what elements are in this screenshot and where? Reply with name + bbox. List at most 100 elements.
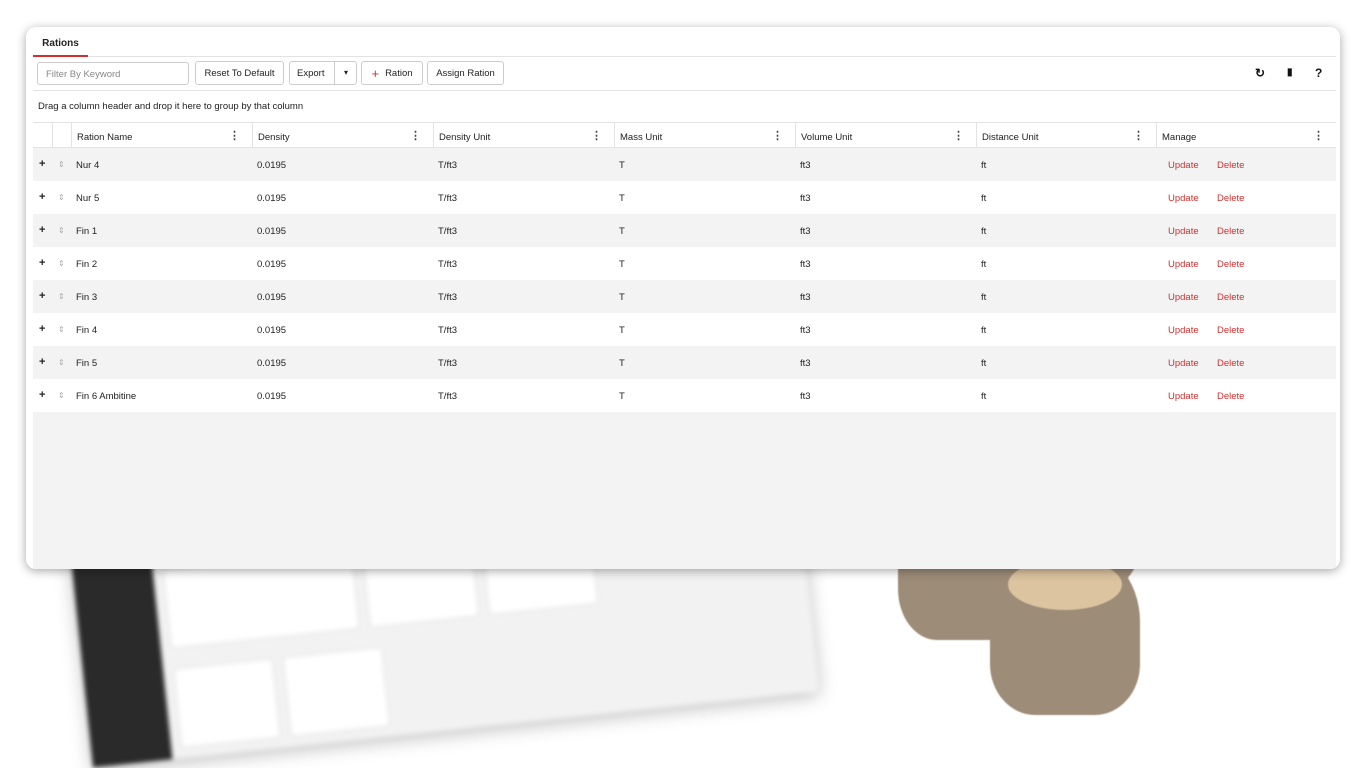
expand-row-icon[interactable]: + bbox=[39, 389, 46, 401]
column-header-manage[interactable]: Manage ⋮ bbox=[1156, 123, 1336, 148]
update-link[interactable]: Update bbox=[1168, 226, 1199, 237]
expand-row-icon[interactable]: + bbox=[39, 290, 46, 302]
column-menu-icon[interactable]: ⋮ bbox=[229, 130, 240, 142]
column-header-ration-name[interactable]: Ration Name ⋮ bbox=[71, 123, 252, 148]
cell-density-unit: T/ft3 bbox=[438, 259, 458, 270]
cell-mass-unit: T bbox=[619, 193, 625, 204]
drag-handle-icon[interactable]: ⇕ bbox=[58, 292, 65, 301]
cell-volume-unit: ft3 bbox=[800, 226, 811, 237]
cell-density: 0.0195 bbox=[257, 292, 287, 303]
update-link[interactable]: Update bbox=[1168, 358, 1199, 369]
drag-handle-icon[interactable]: ⇕ bbox=[58, 193, 65, 202]
cell-distance-unit: ft bbox=[981, 259, 987, 270]
cell-distance-unit: ft bbox=[981, 193, 987, 204]
cell-density: 0.0195 bbox=[257, 325, 287, 336]
cell-density: 0.0195 bbox=[257, 259, 287, 270]
help-icon[interactable]: ? bbox=[1315, 66, 1323, 80]
expand-row-icon[interactable]: + bbox=[39, 191, 46, 203]
column-menu-icon[interactable]: ⋮ bbox=[953, 130, 964, 142]
cell-density: 0.0195 bbox=[257, 391, 287, 402]
cell-density: 0.0195 bbox=[257, 193, 287, 204]
drag-handle-icon[interactable]: ⇕ bbox=[58, 259, 65, 268]
cell-volume-unit: ft3 bbox=[800, 259, 811, 270]
delete-link[interactable]: Delete bbox=[1217, 292, 1245, 303]
tab-rations[interactable]: Rations bbox=[33, 27, 88, 57]
cell-volume-unit: ft3 bbox=[800, 325, 811, 336]
drag-handle-icon[interactable]: ⇕ bbox=[58, 325, 65, 334]
column-menu-icon[interactable]: ⋮ bbox=[772, 130, 783, 142]
cell-ration-name: Fin 6 Ambitine bbox=[76, 391, 137, 402]
cell-density-unit: T/ft3 bbox=[438, 391, 458, 402]
column-header-distance-unit[interactable]: Distance Unit ⋮ bbox=[976, 123, 1156, 148]
update-link[interactable]: Update bbox=[1168, 325, 1199, 336]
column-header-label: Density Unit bbox=[439, 132, 491, 143]
cell-volume-unit: ft3 bbox=[800, 193, 811, 204]
cell-ration-name: Nur 4 bbox=[76, 160, 100, 171]
export-label: Export bbox=[297, 67, 325, 79]
cell-density-unit: T/ft3 bbox=[438, 193, 458, 204]
column-header-label: Mass Unit bbox=[620, 132, 663, 143]
column-header-volume-unit[interactable]: Volume Unit ⋮ bbox=[795, 123, 976, 148]
cell-volume-unit: ft3 bbox=[800, 358, 811, 369]
filter-input[interactable]: Filter By Keyword bbox=[37, 62, 189, 85]
column-header-label: Density bbox=[258, 132, 290, 143]
delete-link[interactable]: Delete bbox=[1217, 358, 1245, 369]
column-menu-icon[interactable]: ⋮ bbox=[591, 130, 602, 142]
cell-density-unit: T/ft3 bbox=[438, 325, 458, 336]
delete-link[interactable]: Delete bbox=[1217, 160, 1245, 171]
cell-mass-unit: T bbox=[619, 226, 625, 237]
expand-row-icon[interactable]: + bbox=[39, 323, 46, 335]
expand-row-icon[interactable]: + bbox=[39, 356, 46, 368]
column-header-label: Manage bbox=[1162, 132, 1197, 143]
cell-density-unit: T/ft3 bbox=[438, 358, 458, 369]
expand-row-icon[interactable]: + bbox=[39, 158, 46, 170]
drag-handle-icon[interactable]: ⇕ bbox=[58, 160, 65, 169]
group-by-drop-zone[interactable]: Drag a column header and drop it here to… bbox=[38, 101, 304, 112]
plus-icon: + bbox=[371, 65, 380, 81]
cell-density: 0.0195 bbox=[257, 358, 287, 369]
drag-handle-icon[interactable]: ⇕ bbox=[58, 358, 65, 367]
add-ration-button[interactable]: + Ration bbox=[361, 61, 423, 85]
column-header-density-unit[interactable]: Density Unit ⋮ bbox=[433, 123, 614, 148]
update-link[interactable]: Update bbox=[1168, 292, 1199, 303]
file-export-icon[interactable]: ▮ bbox=[1287, 67, 1293, 78]
column-header-density[interactable]: Density ⋮ bbox=[252, 123, 433, 148]
cell-mass-unit: T bbox=[619, 358, 625, 369]
update-link[interactable]: Update bbox=[1168, 259, 1199, 270]
update-link[interactable]: Update bbox=[1168, 160, 1199, 171]
delete-link[interactable]: Delete bbox=[1217, 391, 1245, 402]
column-menu-icon[interactable]: ⋮ bbox=[1133, 130, 1144, 142]
delete-link[interactable]: Delete bbox=[1217, 259, 1245, 270]
expand-row-icon[interactable]: + bbox=[39, 257, 46, 269]
drag-handle-icon[interactable]: ⇕ bbox=[58, 391, 65, 400]
assign-ration-button[interactable]: Assign Ration bbox=[427, 61, 504, 85]
refresh-icon[interactable]: ↻ bbox=[1255, 66, 1266, 80]
update-link[interactable]: Update bbox=[1168, 193, 1199, 204]
expand-row-icon[interactable]: + bbox=[39, 224, 46, 236]
cell-density-unit: T/ft3 bbox=[438, 226, 458, 237]
reset-to-default-button[interactable]: Reset To Default bbox=[195, 61, 284, 85]
column-header-label: Volume Unit bbox=[801, 132, 853, 143]
column-menu-icon[interactable]: ⋮ bbox=[410, 130, 421, 142]
column-header-mass-unit[interactable]: Mass Unit ⋮ bbox=[614, 123, 795, 148]
column-menu-icon[interactable]: ⋮ bbox=[1313, 130, 1324, 142]
update-link[interactable]: Update bbox=[1168, 391, 1199, 402]
cell-volume-unit: ft3 bbox=[800, 292, 811, 303]
cell-distance-unit: ft bbox=[981, 325, 987, 336]
cell-ration-name: Fin 3 bbox=[76, 292, 98, 303]
export-dropdown-caret-icon[interactable]: ▾ bbox=[334, 62, 357, 84]
delete-link[interactable]: Delete bbox=[1217, 226, 1245, 237]
drag-handle-icon[interactable]: ⇕ bbox=[58, 226, 65, 235]
delete-link[interactable]: Delete bbox=[1217, 193, 1245, 204]
cell-mass-unit: T bbox=[619, 325, 625, 336]
cell-ration-name: Fin 5 bbox=[76, 358, 98, 369]
rations-panel: Rations Filter By Keyword Reset To Defau… bbox=[26, 27, 1340, 569]
add-ration-label: Ration bbox=[385, 67, 413, 79]
delete-link[interactable]: Delete bbox=[1217, 325, 1245, 336]
cell-ration-name: Fin 4 bbox=[76, 325, 98, 336]
export-button[interactable]: Export ▾ bbox=[289, 61, 357, 85]
